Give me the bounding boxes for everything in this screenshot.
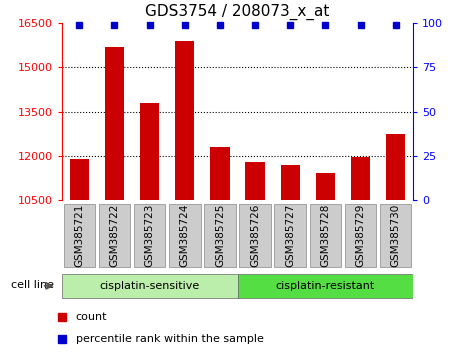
Bar [210,147,229,200]
FancyBboxPatch shape [275,204,306,267]
FancyBboxPatch shape [345,204,376,267]
Text: percentile rank within the sample: percentile rank within the sample [76,334,264,344]
Bar [175,41,194,200]
Text: count: count [76,312,107,322]
FancyBboxPatch shape [99,204,130,267]
FancyBboxPatch shape [169,204,200,267]
FancyBboxPatch shape [134,204,165,267]
Text: GSM385722: GSM385722 [109,204,120,267]
FancyBboxPatch shape [204,204,236,267]
Bar [105,47,124,200]
FancyBboxPatch shape [238,274,413,298]
Text: GSM385729: GSM385729 [355,204,366,267]
FancyBboxPatch shape [62,274,238,298]
Text: GSM385727: GSM385727 [285,204,295,267]
Text: GSM385726: GSM385726 [250,204,260,267]
Text: GSM385730: GSM385730 [390,204,401,267]
Text: cisplatin-resistant: cisplatin-resistant [276,281,375,291]
FancyBboxPatch shape [64,204,95,267]
FancyBboxPatch shape [239,204,271,267]
Bar [386,133,405,200]
Text: cisplatin-sensitive: cisplatin-sensitive [99,281,200,291]
Bar [140,103,159,200]
Text: GSM385725: GSM385725 [215,204,225,267]
Bar [316,173,335,200]
Text: cell line: cell line [11,280,54,290]
FancyBboxPatch shape [310,204,341,267]
Text: GSM385721: GSM385721 [74,204,85,267]
Bar [351,157,370,200]
Title: GDS3754 / 208073_x_at: GDS3754 / 208073_x_at [145,4,330,20]
Text: GSM385723: GSM385723 [144,204,155,267]
Text: GSM385724: GSM385724 [180,204,190,267]
Bar [281,165,300,200]
Bar [246,162,265,200]
FancyBboxPatch shape [380,204,411,267]
Bar [70,159,89,200]
Text: GSM385728: GSM385728 [320,204,331,267]
